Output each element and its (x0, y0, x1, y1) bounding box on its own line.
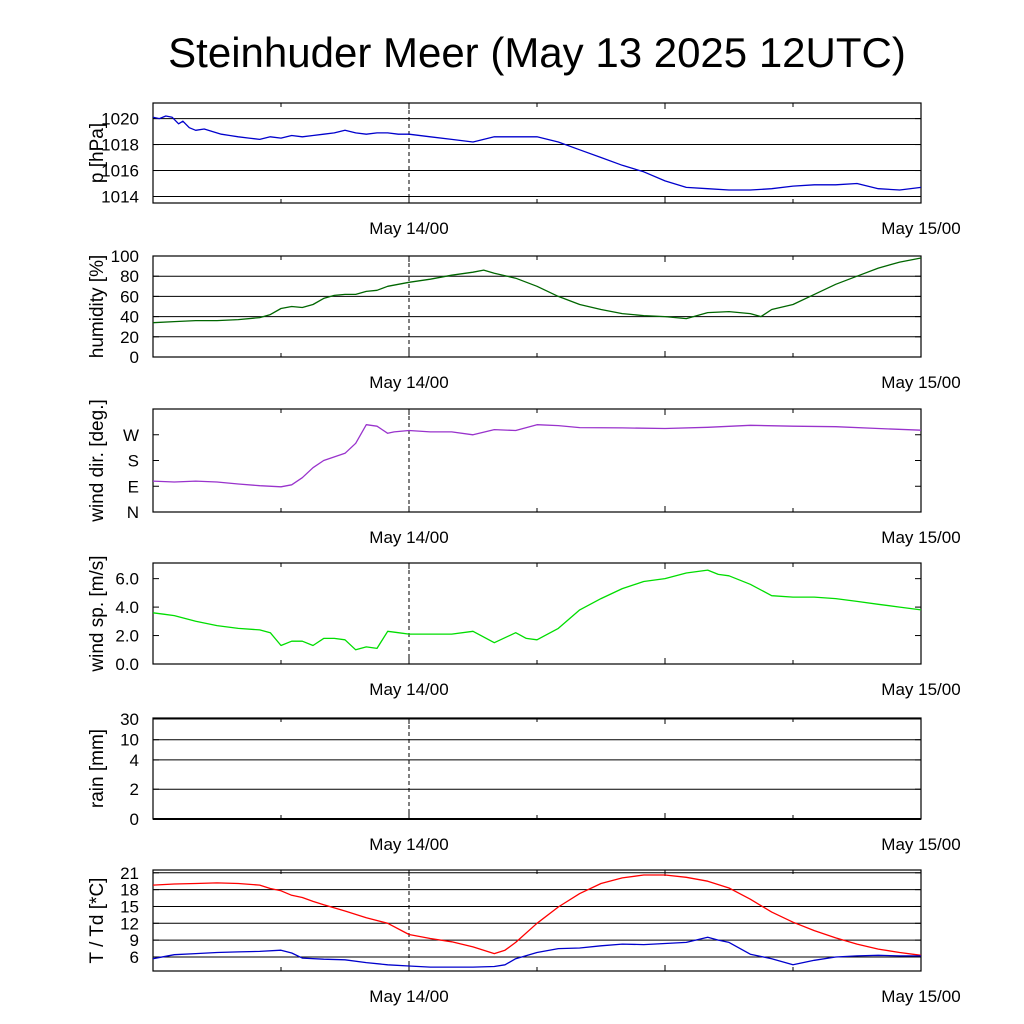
y-tick-label: 1018 (101, 136, 139, 155)
y-tick-label: 12 (120, 914, 139, 933)
y-tick-label: 4.0 (115, 598, 139, 617)
y-tick-label: 1014 (101, 188, 139, 207)
y-tick-label: 2.0 (115, 627, 139, 646)
panel-wind-speed: 0.0 2.0 4.0 6.0 wind sp. [m/s] May 14/00 May 1… (87, 555, 961, 699)
y-tick-label: N (127, 503, 139, 522)
y-tick-label: 30 (120, 710, 139, 729)
y-tick-label: 1020 (101, 110, 139, 129)
y-axis-label: T / Td [*C] (87, 878, 108, 964)
series-line-wind-speed-0 (152, 569, 922, 651)
y-tick-label: E (128, 477, 139, 496)
y-tick-label: 0.0 (115, 655, 139, 674)
x-tick-label: May 15/00 (881, 835, 960, 854)
y-tick-label: 10 (120, 731, 139, 750)
y-tick-label: 4 (130, 751, 139, 770)
x-tick-label: May 15/00 (881, 987, 960, 1006)
x-tick-label: May 15/00 (881, 680, 960, 699)
y-tick-label: 0 (130, 810, 139, 829)
y-tick-label: 9 (130, 931, 139, 950)
y-tick-label: 20 (120, 328, 139, 347)
series-line-humidity-0 (152, 257, 922, 324)
x-tick-label: May 15/00 (881, 528, 960, 547)
x-tick-label: May 14/00 (369, 528, 448, 547)
series-line-pressure-0 (152, 115, 922, 191)
y-tick-label: 60 (120, 287, 139, 306)
y-axis-label: rain [mm] (87, 729, 108, 808)
y-axis-label: wind dir. [deg.] (87, 399, 108, 523)
x-tick-label: May 15/00 (881, 219, 960, 238)
y-tick-label: 6 (130, 948, 139, 967)
y-tick-label: 80 (120, 267, 139, 286)
y-tick-label: W (123, 426, 139, 445)
y-tick-label: 6.0 (115, 570, 139, 589)
y-tick-label: 2 (130, 780, 139, 799)
series-line-temperature-0 (152, 874, 922, 956)
x-tick-label: May 14/00 (369, 835, 448, 854)
x-tick-label: May 14/00 (369, 219, 448, 238)
y-tick-label: 21 (120, 864, 139, 883)
series-line-temperature-1 (152, 936, 921, 968)
x-tick-label: May 14/00 (369, 987, 448, 1006)
y-tick-label: 18 (120, 881, 139, 900)
panel-rain: 0 2 410 30 rain [mm] May 14/00 May 15/00 (87, 710, 961, 854)
x-tick-label: May 15/00 (881, 373, 960, 392)
y-tick-label: 15 (120, 897, 139, 916)
y-tick-label: 100 (111, 247, 139, 266)
y-axis-label: humidity [%] (87, 255, 108, 358)
y-tick-label: 40 (120, 308, 139, 327)
x-tick-label: May 14/00 (369, 373, 448, 392)
chart-title: Steinhuder Meer (May 13 2025 12UTC) (168, 29, 906, 76)
y-tick-label: 1016 (101, 162, 139, 181)
y-tick-label: 0 (130, 348, 139, 367)
y-axis-label: wind sp. [m/s] (87, 555, 108, 672)
y-axis-label: p [hPa] (87, 123, 108, 183)
x-tick-label: May 14/00 (369, 680, 448, 699)
series-line-wind-direction-0 (152, 424, 922, 488)
y-tick-label: S (128, 452, 139, 471)
